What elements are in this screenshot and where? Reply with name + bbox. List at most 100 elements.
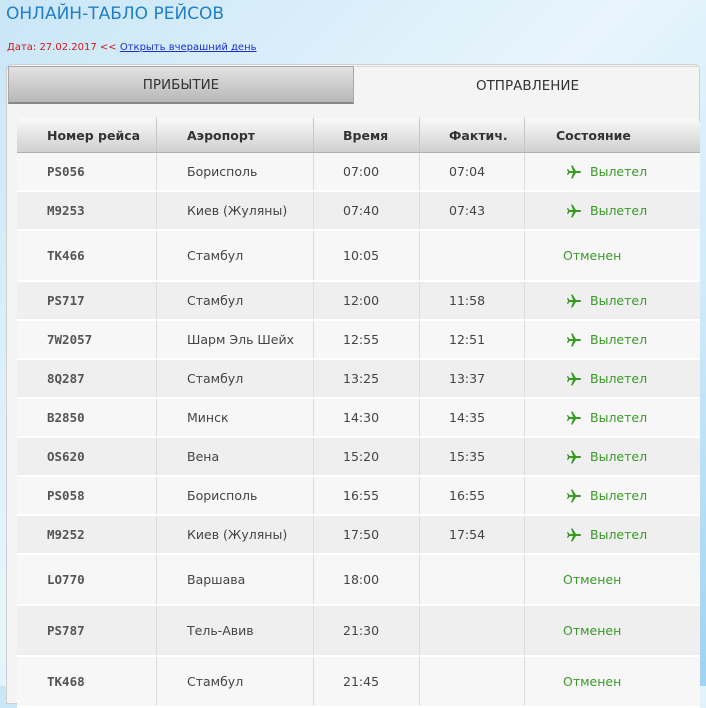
column-header-airport: Аэропорт xyxy=(157,118,314,152)
table-row: 8Q287 Стамбул 13:25 13:37 Вылетел xyxy=(17,360,700,399)
plane-icon xyxy=(566,332,582,348)
status-text: Отменен xyxy=(563,572,622,587)
plane-icon xyxy=(566,488,582,504)
scheduled-time: 07:40 xyxy=(314,192,420,229)
status-text: Вылетел xyxy=(590,449,648,464)
prev-day-link[interactable]: Открыть вчерашний день xyxy=(119,42,257,53)
actual-time: 07:04 xyxy=(420,153,525,190)
scheduled-time: 12:00 xyxy=(314,282,420,319)
status-text: Вылетел xyxy=(590,527,648,542)
flight-number: B2850 xyxy=(17,399,157,436)
plane-icon xyxy=(566,371,582,387)
column-header-actual: Фактич. xyxy=(420,118,525,152)
flight-number: LO770 xyxy=(17,555,157,604)
airport-name: Киев (Жуляны) xyxy=(157,192,314,229)
airport-name: Тель-Авив xyxy=(157,606,314,655)
plane-icon xyxy=(566,293,582,309)
flight-number: PS787 xyxy=(17,606,157,655)
scheduled-time: 15:20 xyxy=(314,438,420,475)
airport-name: Стамбул xyxy=(157,360,314,397)
actual-time: 12:51 xyxy=(420,321,525,358)
flight-status: Вылетел xyxy=(525,321,700,358)
flight-status: Отменен xyxy=(525,606,700,655)
actual-time: 07:43 xyxy=(420,192,525,229)
status-text: Вылетел xyxy=(590,371,648,386)
flight-status: Отменен xyxy=(525,555,700,604)
flight-number: TK466 xyxy=(17,231,157,280)
table-row: 7W2057 Шарм Эль Шейх 12:55 12:51 Вылетел xyxy=(17,321,700,360)
table-row: PS787 Тель-Авив 21:30 Отменен xyxy=(17,606,700,657)
actual-time: 14:35 xyxy=(420,399,525,436)
scheduled-time: 13:25 xyxy=(314,360,420,397)
airport-name: Стамбул xyxy=(157,282,314,319)
flight-number: OS620 xyxy=(17,438,157,475)
airport-name: Минск xyxy=(157,399,314,436)
actual-time: 11:58 xyxy=(420,282,525,319)
table-row: TK468 Стамбул 21:45 Отменен xyxy=(17,657,700,708)
actual-time: 16:55 xyxy=(420,477,525,514)
airport-name: Борисполь xyxy=(157,477,314,514)
table-row: TK466 Стамбул 10:05 Отменен xyxy=(17,231,700,282)
tab-arrivals[interactable]: ПРИБЫТИЕ xyxy=(8,66,354,104)
scheduled-time: 17:50 xyxy=(314,516,420,553)
table-row: PS717 Стамбул 12:00 11:58 Вылетел xyxy=(17,282,700,321)
plane-icon xyxy=(566,164,582,180)
status-text: Вылетел xyxy=(590,410,648,425)
airport-name: Варшава xyxy=(157,555,314,604)
status-text: Отменен xyxy=(563,623,622,638)
date-line: Дата: 27.02.2017 << Открыть вчерашний де… xyxy=(7,42,257,53)
actual-time xyxy=(420,231,525,280)
scheduled-time: 18:00 xyxy=(314,555,420,604)
airport-name: Стамбул xyxy=(157,657,314,706)
table-row: OS620 Вена 15:20 15:35 Вылетел xyxy=(17,438,700,477)
actual-time xyxy=(420,555,525,604)
actual-time: 15:35 xyxy=(420,438,525,475)
flight-status: Отменен xyxy=(525,657,700,706)
plane-icon xyxy=(566,527,582,543)
status-text: Вылетел xyxy=(590,332,648,347)
scheduled-time: 14:30 xyxy=(314,399,420,436)
flight-status: Вылетел xyxy=(525,477,700,514)
flight-status: Отменен xyxy=(525,231,700,280)
flight-number: PS058 xyxy=(17,477,157,514)
flight-status: Вылетел xyxy=(525,516,700,553)
tab-departures[interactable]: ОТПРАВЛЕНИЕ xyxy=(356,66,699,104)
airport-name: Вена xyxy=(157,438,314,475)
flight-number: M9253 xyxy=(17,192,157,229)
table-body: PS056 Борисполь 07:00 07:04 Вылетел M9253 Киев… xyxy=(17,153,700,708)
table-row: LO770 Варшава 18:00 Отменен xyxy=(17,555,700,606)
flight-number: M9252 xyxy=(17,516,157,553)
scheduled-time: 21:45 xyxy=(314,657,420,706)
actual-time: 13:37 xyxy=(420,360,525,397)
flight-status: Вылетел xyxy=(525,153,700,190)
flight-table: Номер рейса Аэропорт Время Фактич. Состо… xyxy=(17,118,700,708)
status-text: Вылетел xyxy=(590,164,648,179)
flight-status: Вылетел xyxy=(525,438,700,475)
flight-number: 8Q287 xyxy=(17,360,157,397)
table-row: PS058 Борисполь 16:55 16:55 Вылетел xyxy=(17,477,700,516)
column-header-flight: Номер рейса xyxy=(17,118,157,152)
airport-name: Шарм Эль Шейх xyxy=(157,321,314,358)
plane-icon xyxy=(566,449,582,465)
table-row: B2850 Минск 14:30 14:35 Вылетел xyxy=(17,399,700,438)
scheduled-time: 16:55 xyxy=(314,477,420,514)
status-text: Вылетел xyxy=(590,488,648,503)
flight-status: Вылетел xyxy=(525,282,700,319)
scheduled-time: 21:30 xyxy=(314,606,420,655)
flight-number: TK468 xyxy=(17,657,157,706)
actual-time xyxy=(420,657,525,706)
status-text: Вылетел xyxy=(590,203,648,218)
scheduled-time: 12:55 xyxy=(314,321,420,358)
flight-status: Вылетел xyxy=(525,399,700,436)
table-header: Номер рейса Аэропорт Время Фактич. Состо… xyxy=(17,118,700,153)
flight-number: 7W2057 xyxy=(17,321,157,358)
column-header-time: Время xyxy=(314,118,420,152)
plane-icon xyxy=(566,410,582,426)
scheduled-time: 07:00 xyxy=(314,153,420,190)
status-text: Отменен xyxy=(563,248,622,263)
table-row: M9252 Киев (Жуляны) 17:50 17:54 Вылетел xyxy=(17,516,700,555)
column-header-status: Состояние xyxy=(556,127,631,143)
flight-number: PS717 xyxy=(17,282,157,319)
airport-name: Стамбул xyxy=(157,231,314,280)
scheduled-time: 10:05 xyxy=(314,231,420,280)
